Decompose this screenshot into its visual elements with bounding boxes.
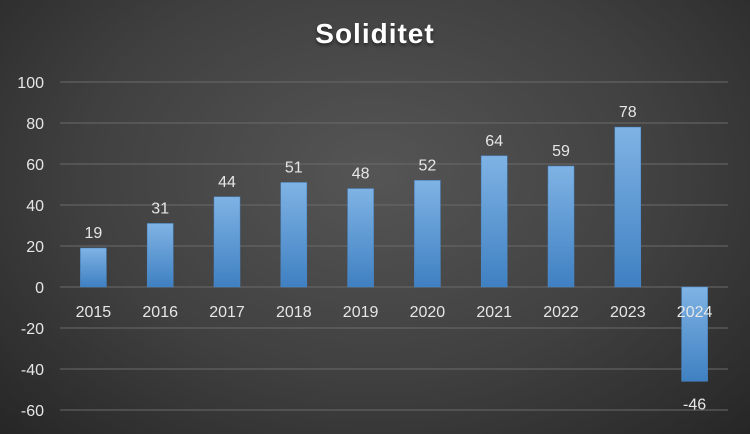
y-tick-label: 100 [17,75,44,92]
y-tick-label: 20 [26,239,44,256]
x-tick-label: 2021 [476,304,512,321]
bars [80,126,708,382]
bar-2015 [80,247,107,288]
y-tick-label: -60 [21,403,44,420]
bar-2016 [146,223,174,288]
bar-2019 [347,188,374,288]
bar-2021 [480,155,508,288]
y-tick-label: 0 [35,280,44,297]
gridlines [60,81,728,411]
data-label: 52 [419,157,437,174]
x-axis-tick-labels: 2015 2016 2017 2018 2019 2020 2021 2022 2023 2024 [76,304,713,321]
data-label: 64 [485,133,503,150]
data-label: 51 [285,159,303,176]
x-tick-label: 2020 [410,304,446,321]
y-tick-label: 80 [26,116,44,133]
bar-2020 [414,180,441,288]
x-tick-label: 2024 [677,304,713,321]
bar-2023 [614,126,642,288]
data-label: 78 [619,104,637,121]
x-tick-label: 2019 [343,304,379,321]
data-label: 48 [352,166,370,183]
data-label: -46 [683,396,706,413]
chart-title: Soliditet [315,18,435,49]
x-tick-label: 2023 [610,304,646,321]
y-tick-label: 40 [26,198,44,215]
data-label: 19 [85,225,103,242]
bar-2018 [280,182,308,288]
y-tick-label: -20 [21,321,44,338]
x-tick-label: 2018 [276,304,312,321]
y-tick-label: -40 [21,362,44,379]
x-tick-label: 2015 [76,304,112,321]
bar-2017 [213,196,241,288]
y-axis-tick-labels: 100 80 60 40 20 0 -20 -40 -60 [17,75,44,420]
x-tick-label: 2017 [209,304,245,321]
data-label: 59 [552,143,570,160]
bar-2022 [547,165,575,288]
x-tick-label: 2016 [142,304,178,321]
data-label: 31 [151,200,169,217]
bar-2024 [681,286,708,382]
x-tick-label: 2022 [543,304,579,321]
data-label: 44 [218,174,236,191]
y-tick-label: 60 [26,157,44,174]
data-labels: 19 31 44 51 48 52 64 59 78 -46 [85,104,707,413]
